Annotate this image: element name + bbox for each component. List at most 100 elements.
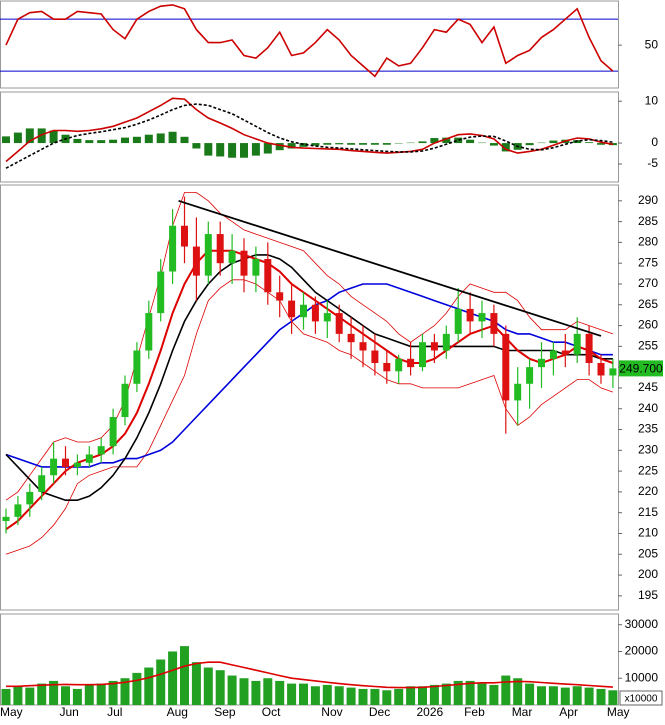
histogram-bar [264,143,272,153]
x-tick-label: Oct [262,705,281,719]
y-tick-label: 255 [638,339,658,353]
volume-bar [85,685,94,705]
x-tick-label: Dec [369,705,390,719]
candle-body [14,504,21,516]
x-tick-label: May [607,705,630,719]
volume-bar [204,668,213,705]
candle-body [241,251,248,276]
candle-body [133,351,140,384]
candle-body [538,359,545,367]
volume-bar [406,686,415,705]
histogram-bar [585,142,593,143]
candle-body [526,367,533,384]
candle-body [550,351,557,359]
candle-body [193,247,200,276]
y-tick-label: 20000 [625,644,659,658]
volume-bar [478,684,487,705]
x-tick-label: May [0,705,23,719]
candle-body [371,351,378,363]
volume-bar [216,670,225,705]
volume-bar [13,686,22,705]
histogram-bar [216,143,224,156]
panel-frame [1,1,619,88]
candle-body [229,251,236,263]
histogram-bar [192,143,200,148]
candle-body [74,463,81,467]
y-tick-label: 195 [638,588,658,602]
volume-bar [382,690,391,705]
histogram-bar [335,143,343,144]
histogram-bar [121,138,129,143]
candle-body [50,459,57,476]
candle-body [26,492,33,504]
histogram-bar [2,136,10,143]
histogram-bar [50,131,58,144]
candle-body [300,305,307,317]
x-tick-label: Sep [214,705,236,719]
candle-body [490,313,497,334]
candle-body [360,342,367,350]
y-tick-label: 235 [638,422,658,436]
volume-bar [192,662,201,705]
y-tick-label: 205 [638,546,658,560]
histogram-bar [240,143,248,158]
volume-bar [263,678,272,705]
candle-body [205,234,212,276]
volume-bar [525,684,534,705]
histogram-bar [419,141,427,143]
candle-body [395,359,402,371]
volume-bar [2,689,11,705]
y-tick-label: 285 [638,214,658,228]
volume-bar [597,689,606,705]
volume-bar [37,684,46,705]
volume-bar [370,689,379,705]
y-tick-label: 275 [638,255,658,269]
volume-bar [442,684,451,705]
candle-body [38,475,45,492]
volume-bar [156,660,165,706]
volume-bar [573,686,582,705]
candle-body [86,454,93,462]
y-tick-label: 50 [645,37,659,51]
candle-body [574,334,581,355]
y-tick-label: 220 [638,484,658,498]
volume-bar [287,684,296,705]
volume-bar [132,673,141,705]
candle-body [264,259,271,292]
candle-body [312,305,319,322]
volume-bar [549,686,558,705]
panel-frame [1,185,619,610]
x-tick-label: 2026 [417,705,444,719]
volume-bar [335,686,344,705]
histogram-bar [466,140,474,143]
histogram-bar [347,143,355,145]
candle-body [431,342,438,350]
y-tick-label: 265 [638,297,658,311]
histogram-bar [14,133,22,143]
candle-body [288,301,295,318]
volume-bar [299,684,308,705]
histogram-bar [133,137,141,143]
candle-body [169,226,176,272]
y-tick-label: 280 [638,235,658,249]
histogram-bar [359,143,367,145]
candle-body [502,334,509,401]
y-tick-label: 240 [638,401,658,415]
candle-body [514,384,521,401]
y-tick-label: 200 [638,567,658,581]
y-tick-label: 30000 [625,617,659,631]
candle-body [122,384,129,417]
x-tick-label: Aug [167,705,188,719]
volume-bar [359,689,368,705]
candle-body [419,342,426,367]
x-tick-label: Jul [107,705,122,719]
histogram-bar [252,143,260,156]
y-tick-label: 230 [638,442,658,456]
unit-label: x10000 [625,694,658,705]
x-tick-label: Jun [60,705,79,719]
candle-body [181,226,188,247]
volume-bar [489,685,498,705]
candle-body [407,359,414,367]
